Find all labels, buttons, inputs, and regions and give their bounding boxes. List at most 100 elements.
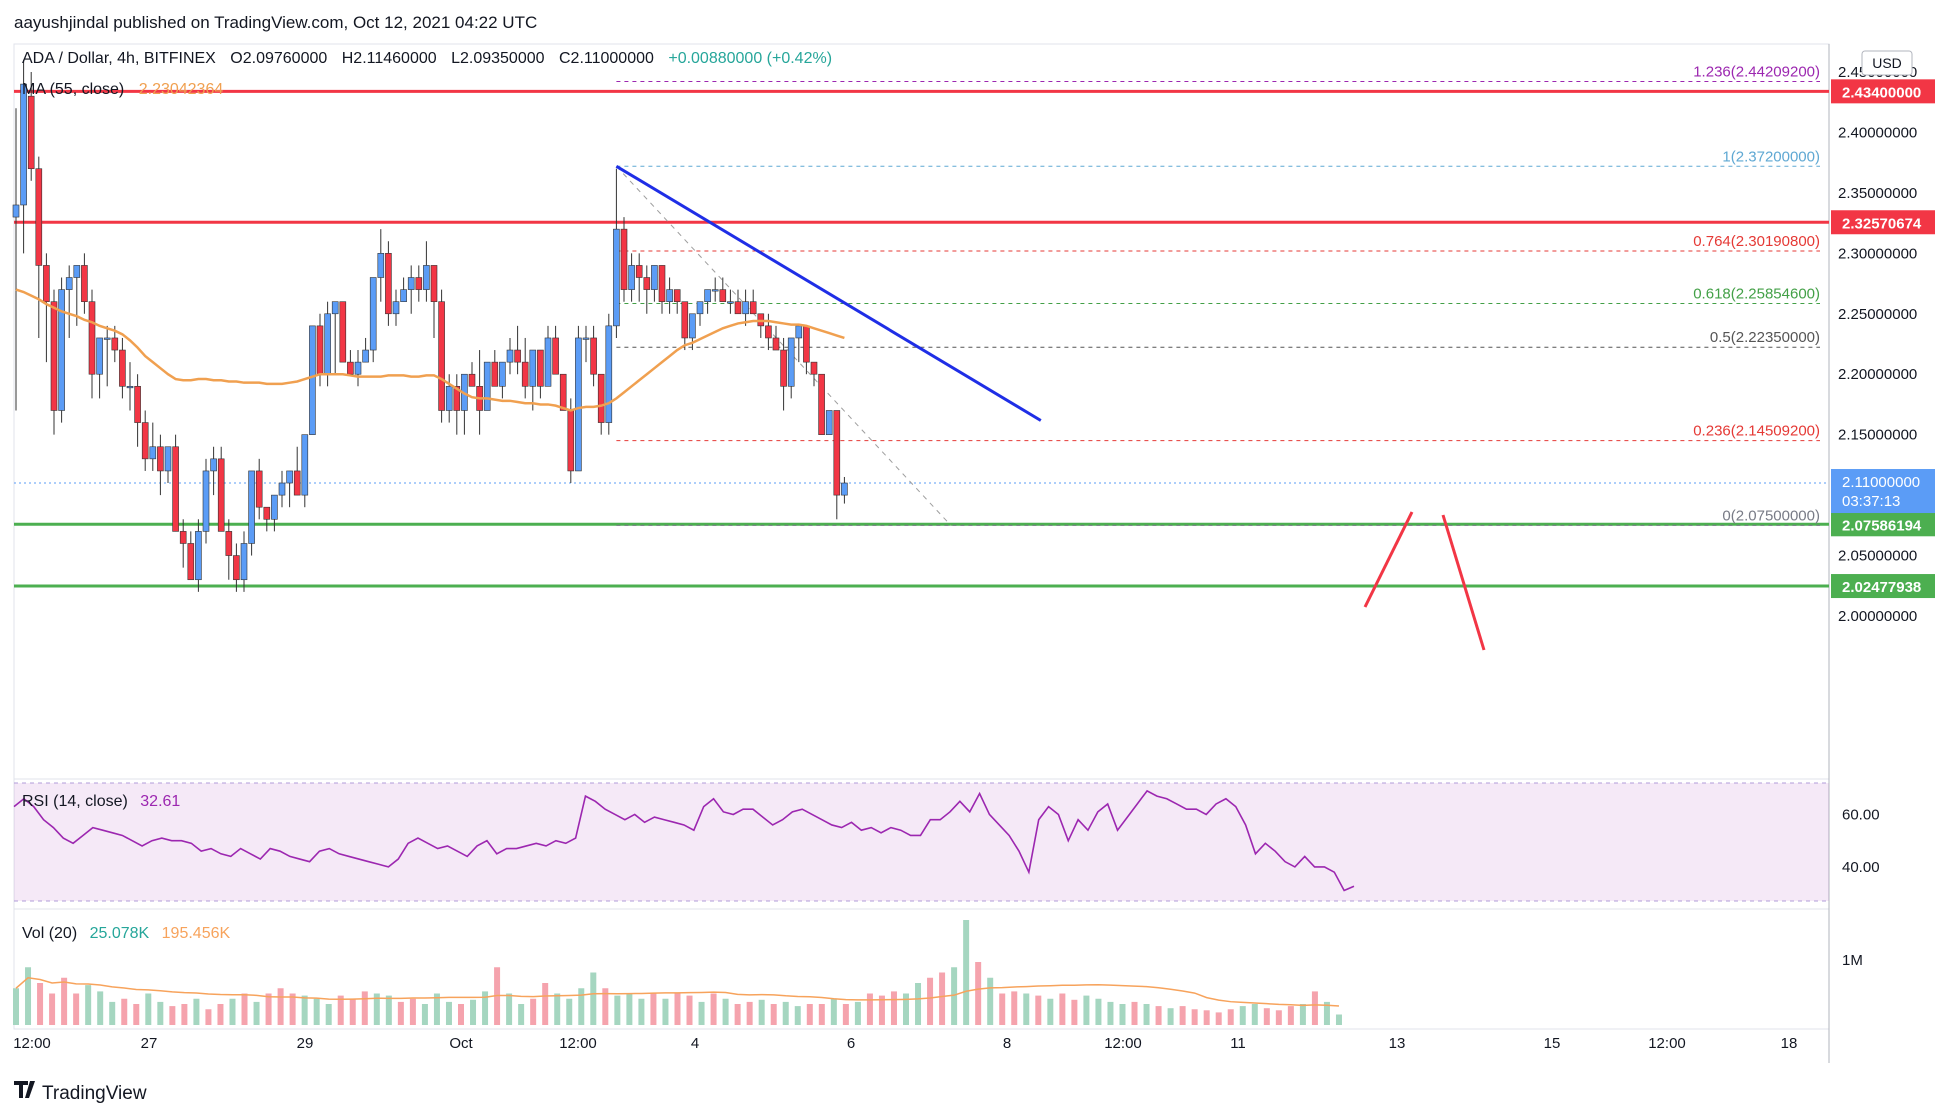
volume-bar-68	[830, 998, 837, 1025]
volume-bar-24	[301, 995, 308, 1025]
volume-bar-65	[794, 1006, 801, 1025]
candle-body-62	[483, 361, 491, 411]
volume-bar-86	[1047, 998, 1054, 1025]
volume-bar-110	[1335, 1014, 1342, 1025]
volume-bar-43	[530, 998, 537, 1025]
volume-bar-75	[915, 983, 922, 1025]
volume-bar-87	[1059, 993, 1066, 1025]
candle-body-60	[468, 373, 476, 387]
ma-label: MA (55, close)	[22, 81, 124, 98]
tradingview-logo	[14, 1081, 35, 1098]
volume-bar-76	[927, 977, 934, 1025]
candle-body-40	[316, 325, 324, 375]
svg-text:MA (55, close) 2.2304236: MA (55, close) 2.23042364	[22, 81, 223, 98]
price-tick-2: 2.35000000	[1838, 185, 1917, 202]
volume-bar-5	[73, 993, 80, 1025]
price-tick-9: 2.00000000	[1838, 608, 1917, 625]
level-price-label-2: 2.07586194	[1842, 517, 1922, 534]
candle-body-4	[43, 265, 50, 302]
volume-bar-47	[578, 988, 585, 1025]
candle-body-33	[263, 506, 271, 520]
volume-bar-44	[542, 983, 549, 1025]
volume-bar-109	[1323, 1001, 1330, 1025]
tradingview-logo-icon	[14, 1081, 35, 1098]
candle-body-90	[696, 301, 704, 315]
volume-bar-33	[409, 998, 416, 1025]
volume-bar-54	[662, 998, 669, 1025]
volume-bar-29	[361, 991, 368, 1025]
candle-body-46	[362, 349, 369, 363]
volume-bar-10	[133, 1004, 140, 1025]
candle-body-42	[331, 301, 339, 315]
volume-bar-4	[61, 977, 68, 1025]
candle-body-99	[765, 325, 772, 339]
volume-bar-25	[313, 998, 320, 1025]
candle-body-30	[240, 543, 248, 581]
candle-body-75	[582, 337, 590, 340]
current-price-box	[1831, 469, 1935, 514]
volume-bar-96	[1167, 1008, 1174, 1025]
rsi-tick-0: 60.00	[1842, 806, 1880, 823]
volume-pane-border	[13, 908, 1830, 1030]
main-pane-border	[13, 43, 1830, 780]
volume-bar-34	[421, 1004, 428, 1025]
candle-body-95	[734, 301, 742, 315]
volume-bar-35	[433, 993, 440, 1025]
candle-body-31	[248, 470, 255, 544]
horizontal-levels	[14, 89, 1829, 588]
price-tick-1: 2.40000000	[1838, 124, 1917, 141]
candle-body-16	[134, 386, 141, 423]
volume-bar-6	[85, 985, 92, 1025]
volume-bar-45	[554, 993, 561, 1025]
volume-bar-73	[890, 991, 897, 1025]
candle-body-97	[749, 301, 757, 315]
footer-brand: TradingView	[42, 1083, 147, 1104]
candle-body-14	[119, 349, 126, 387]
candle-body-35	[278, 482, 286, 496]
volume-bar-0	[13, 988, 19, 1025]
level-price-box-1	[1831, 210, 1935, 235]
candle-body-34	[271, 494, 278, 520]
volume-legend: Vol (20) 25.078K 195.456K	[22, 925, 230, 942]
volume-bar-99	[1203, 1010, 1210, 1025]
volume-bar-98	[1191, 1009, 1198, 1025]
volume-bar-61	[746, 1001, 753, 1025]
candle-body-92	[711, 289, 719, 292]
volume-ma-line	[15, 976, 1340, 1007]
volume-bar-83	[1011, 991, 1018, 1025]
candle-body-86	[666, 289, 673, 302]
volume-ma-value: 195.456K	[162, 925, 231, 942]
time-tick-0: 12:00	[13, 1035, 51, 1052]
candle-body-54	[423, 265, 430, 290]
currency-label: USD	[1872, 55, 1902, 71]
time-tick-2: 29	[297, 1035, 314, 1052]
volume-bar-58	[710, 993, 717, 1025]
volume-bar-104	[1263, 1008, 1270, 1025]
projection-down-stroke	[1441, 514, 1486, 651]
volume-bar-81	[987, 977, 994, 1025]
price-tick-3: 2.30000000	[1838, 245, 1917, 262]
candle-body-68	[529, 349, 537, 387]
candle-body-9	[81, 265, 88, 302]
volume-bar-60	[734, 1004, 741, 1025]
candle-body-107	[825, 410, 833, 435]
rsi-polyline	[13, 789, 1355, 892]
price-tick-4: 2.25000000	[1838, 306, 1917, 323]
volume-bar-19	[241, 993, 248, 1025]
volume-bar-107	[1299, 1004, 1306, 1025]
candle-body-23	[187, 543, 195, 581]
volume-bar-85	[1035, 995, 1042, 1025]
price-tick-8: 2.05000000	[1838, 548, 1917, 565]
price-tick-5: 2.20000000	[1838, 366, 1917, 383]
candle-body-71	[552, 337, 559, 375]
volume-bar-27	[337, 995, 344, 1025]
volume-bar-8	[109, 1001, 116, 1025]
volume-bar-57	[698, 1001, 705, 1025]
currency-button[interactable]	[1861, 50, 1913, 76]
volume-bar-67	[818, 1004, 825, 1025]
volume-bar-72	[878, 995, 885, 1025]
candle-body-102	[787, 337, 795, 387]
time-tick-9: 11	[1230, 1035, 1246, 1052]
candle-body-53	[415, 277, 423, 290]
ma-line	[15, 288, 845, 412]
